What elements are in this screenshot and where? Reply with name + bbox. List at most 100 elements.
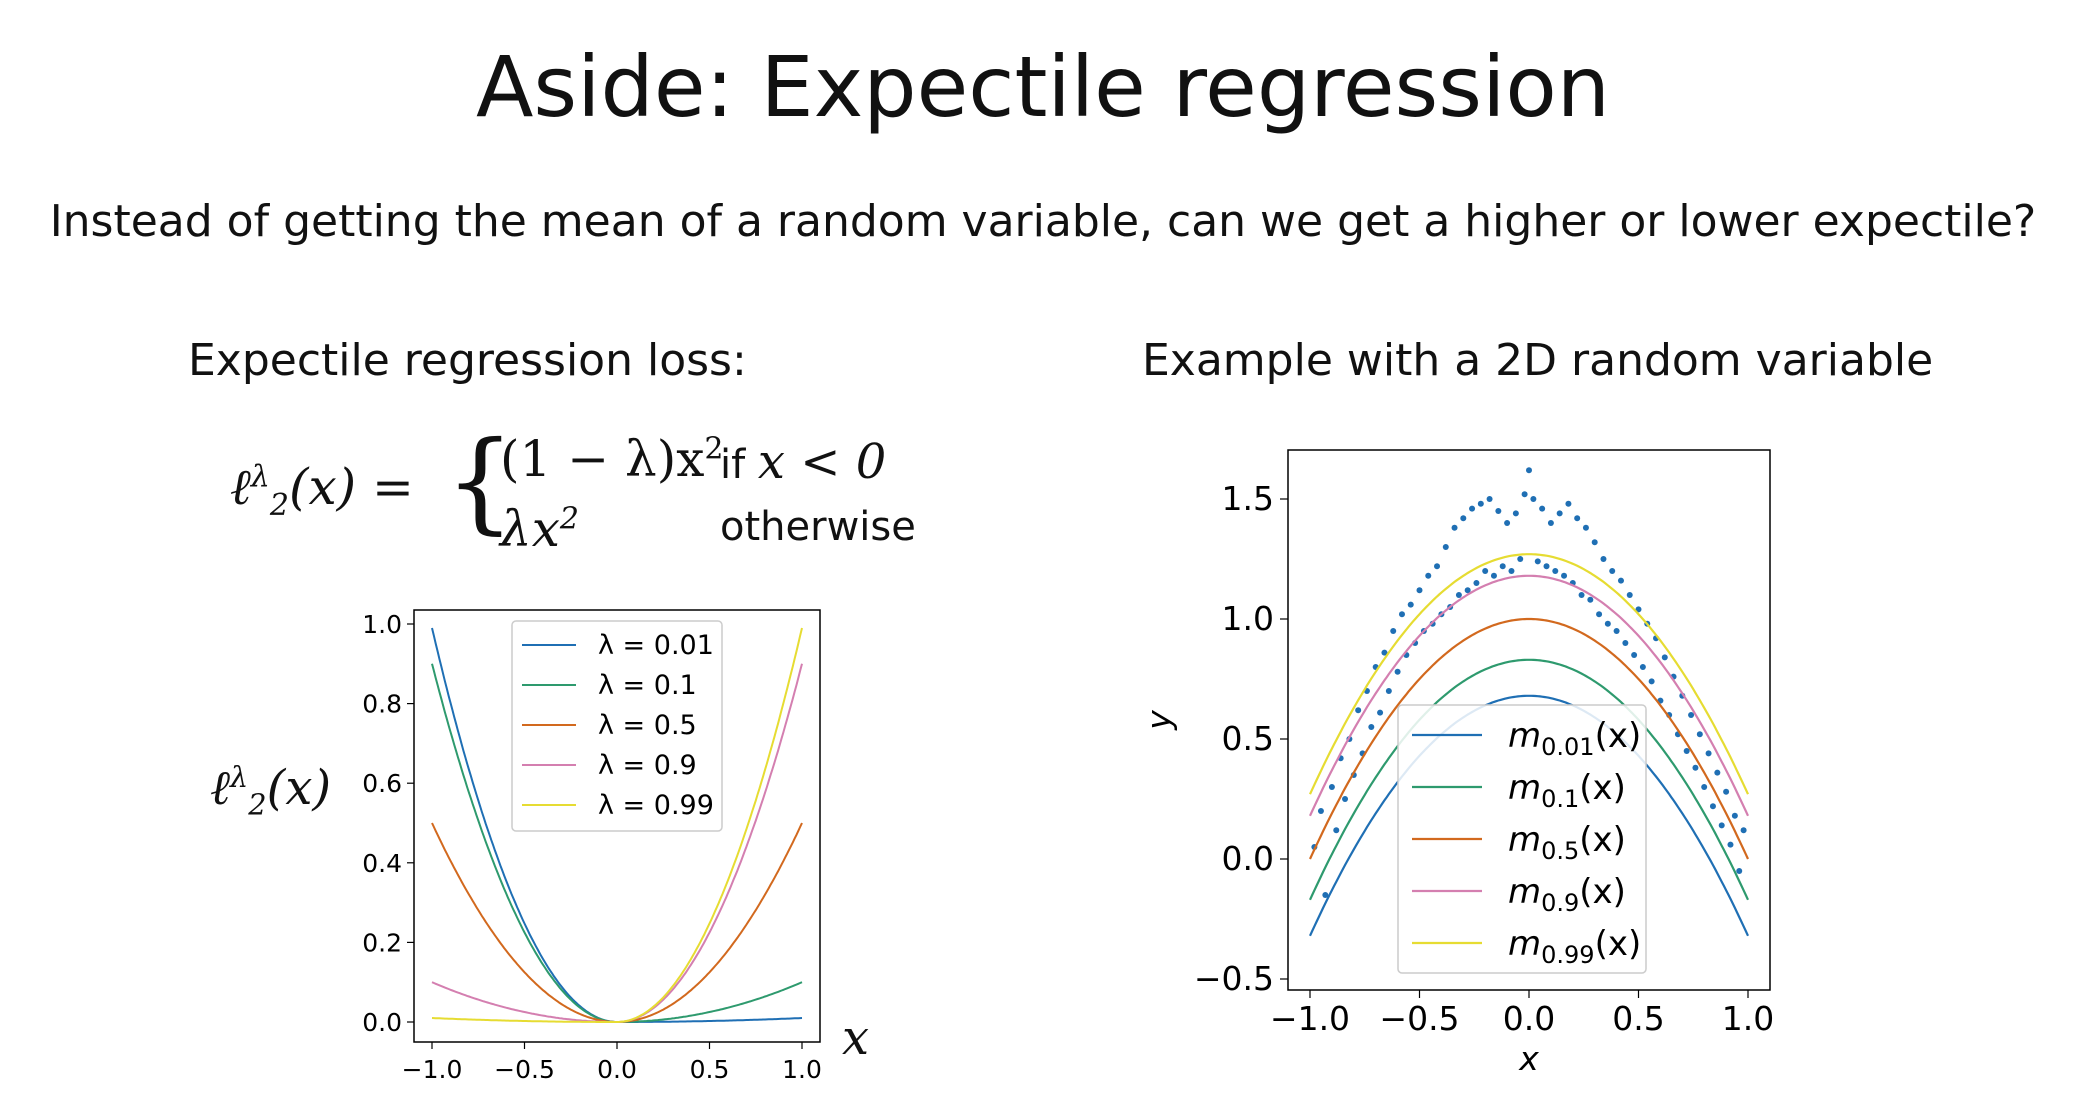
y-tick-label: 1.0: [1222, 599, 1274, 638]
scatter-point: [1574, 515, 1581, 522]
legend-box: [511, 620, 723, 832]
scatter-point: [1578, 592, 1585, 598]
scatter-point: [1530, 496, 1537, 502]
legend-label: m0.5(x): [1508, 820, 1626, 865]
x-tick-label: 0.0: [1503, 999, 1555, 1038]
scatter-point: [1582, 524, 1589, 531]
scatter-point: [1381, 649, 1388, 656]
formula-lhs-sup: λ: [250, 459, 270, 495]
scatter-point: [1460, 515, 1467, 522]
x-tick-label: −1.0: [402, 1055, 463, 1084]
formula-lhs-sub: 2: [269, 488, 289, 523]
scatter-point: [1709, 803, 1716, 810]
y-tick-label: 0.8: [362, 690, 402, 719]
legend-label: m0.1(x): [1508, 768, 1626, 813]
scatter-point: [1622, 640, 1629, 646]
scatter-point: [1499, 563, 1506, 570]
scatter-point: [1731, 812, 1738, 819]
scatter-point: [1596, 611, 1603, 618]
legend-box: [1397, 704, 1647, 974]
legend-label: λ = 0.1: [598, 670, 697, 701]
scatter-point: [1333, 827, 1340, 834]
scatter-point: [1521, 491, 1528, 498]
condition-1-expr: x < 0: [757, 434, 887, 490]
x-tick-label: 1.0: [782, 1055, 822, 1084]
scatter-point: [1434, 563, 1441, 570]
legend-label: m0.9(x): [1508, 872, 1626, 917]
scatter-point: [1508, 568, 1515, 574]
expectile-loss-formula: ℓλ2(x) = { (1 − λ)x2 λx2 if x < 0 otherw…: [230, 420, 950, 570]
scatter-point: [1609, 568, 1616, 574]
left-ylabel-sup: λ: [230, 760, 249, 794]
legend-label: m0.01(x): [1508, 716, 1641, 761]
scatter-point: [1661, 654, 1668, 661]
scatter-point: [1377, 709, 1384, 716]
slide-title: Aside: Expectile regression: [475, 38, 1611, 136]
formula-brace: {: [445, 417, 515, 545]
expectile-curve: [1309, 617, 1749, 860]
left-chart-ylabel: ℓλ2(x): [210, 760, 331, 822]
scatter-point: [1512, 510, 1519, 517]
scatter-point: [1469, 505, 1476, 512]
y-tick-label: 0.0: [1222, 839, 1274, 878]
y-tick-label: 0.6: [362, 769, 402, 798]
x-tick-label: 0.5: [690, 1055, 730, 1084]
right-heading: Example with a 2D random variable: [1142, 335, 1934, 386]
scatter-point: [1613, 628, 1620, 634]
legend-label: λ = 0.01: [598, 630, 714, 661]
y-tick-label: 0.0: [362, 1008, 402, 1037]
left-ylabel-sub: 2: [248, 787, 267, 822]
scatter-point: [1648, 678, 1655, 685]
scatter-point: [1451, 524, 1458, 531]
y-tick-label: 1.0: [362, 610, 402, 639]
scatter-point: [1317, 808, 1324, 814]
scatter-point: [1692, 764, 1699, 771]
case-1-expr: (1 − λ)x: [500, 430, 705, 488]
left-ylabel-symbol: ℓ: [210, 760, 230, 816]
scatter-point: [1727, 841, 1734, 848]
scatter-point: [1517, 556, 1524, 562]
x-tick-label: −1.0: [1270, 999, 1350, 1038]
left-ylabel-arg: (x): [266, 760, 332, 816]
case-2-sup: 2: [559, 501, 579, 537]
legend-label: λ = 0.5: [598, 710, 697, 741]
scatter-point: [1534, 558, 1541, 565]
left-heading: Expectile regression loss:: [188, 335, 747, 386]
scatter-point: [1368, 724, 1375, 730]
expectile-curve: [1309, 553, 1749, 795]
scatter-point: [1526, 467, 1532, 474]
x-tick-label: −0.5: [1379, 999, 1459, 1038]
expectile-curve: [1309, 574, 1749, 817]
scatter-point: [1635, 606, 1642, 613]
formula-condition-2: otherwise: [720, 504, 916, 550]
scatter-point: [1490, 572, 1497, 579]
y-tick-label: 0.5: [1222, 719, 1274, 758]
scatter-point: [1723, 788, 1730, 795]
scatter-point: [1539, 505, 1546, 512]
scatter-point: [1390, 628, 1397, 634]
scatter-point: [1473, 580, 1480, 586]
scatter-point: [1552, 568, 1559, 574]
x-tick-label: 1.0: [1722, 999, 1774, 1038]
scatter-point: [1631, 652, 1638, 658]
scatter-point: [1455, 592, 1462, 598]
formula-lhs-arg: (x) =: [288, 458, 414, 516]
legend-label: λ = 0.9: [598, 750, 697, 781]
formula-lhs: ℓλ2(x) =: [230, 458, 414, 523]
scatter-point: [1342, 796, 1349, 802]
expectile-curve: [1309, 658, 1749, 901]
expectile-curve: [1309, 694, 1749, 937]
scatter-point: [1701, 784, 1708, 790]
scatter-point: [1322, 892, 1329, 898]
y-axis-label: y: [1139, 710, 1178, 731]
scatter-point: [1407, 601, 1414, 608]
scatter-point: [1740, 827, 1747, 834]
loss-curve: [431, 627, 803, 1023]
y-tick-label: −0.5: [1194, 959, 1274, 998]
formula-case-1: (1 − λ)x2: [500, 430, 724, 488]
scatter-point: [1639, 664, 1646, 670]
scatter-point: [1464, 587, 1471, 594]
scatter-point: [1543, 563, 1550, 570]
